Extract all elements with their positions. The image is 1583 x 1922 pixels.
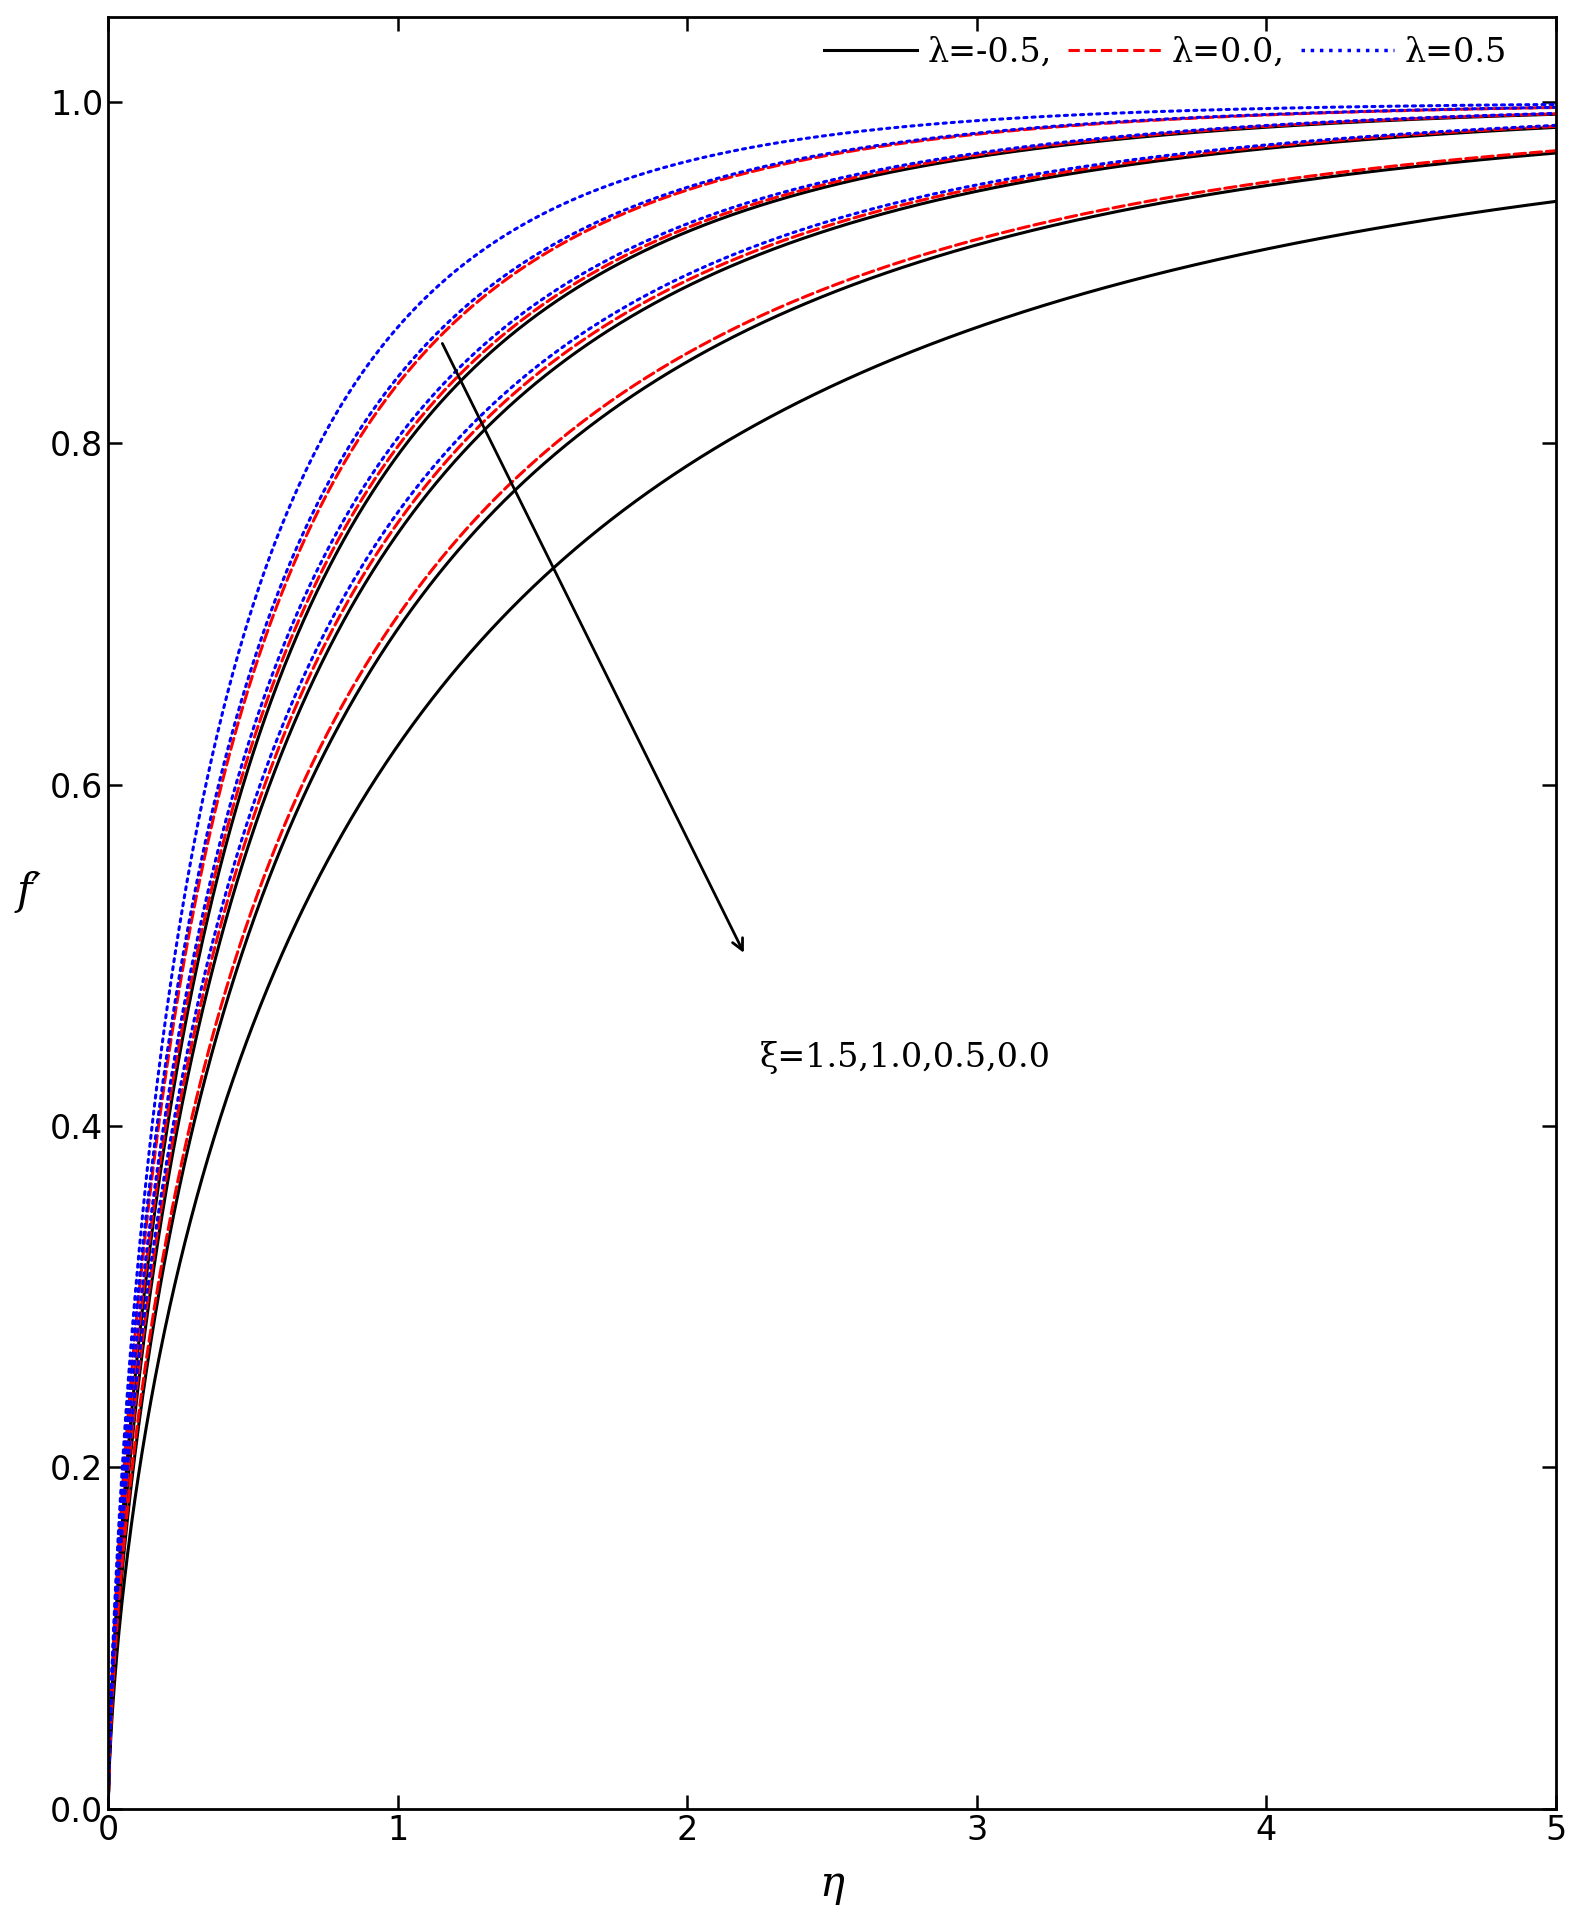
- Legend: λ=-0.5,, λ=0.0,, λ=0.5: λ=-0.5,, λ=0.0,, λ=0.5: [810, 23, 1520, 83]
- Y-axis label: f′: f′: [17, 871, 41, 913]
- X-axis label: η: η: [820, 1862, 844, 1905]
- Text: ξ=1.5,1.0,0.5,0.0: ξ=1.5,1.0,0.5,0.0: [760, 1040, 1051, 1074]
